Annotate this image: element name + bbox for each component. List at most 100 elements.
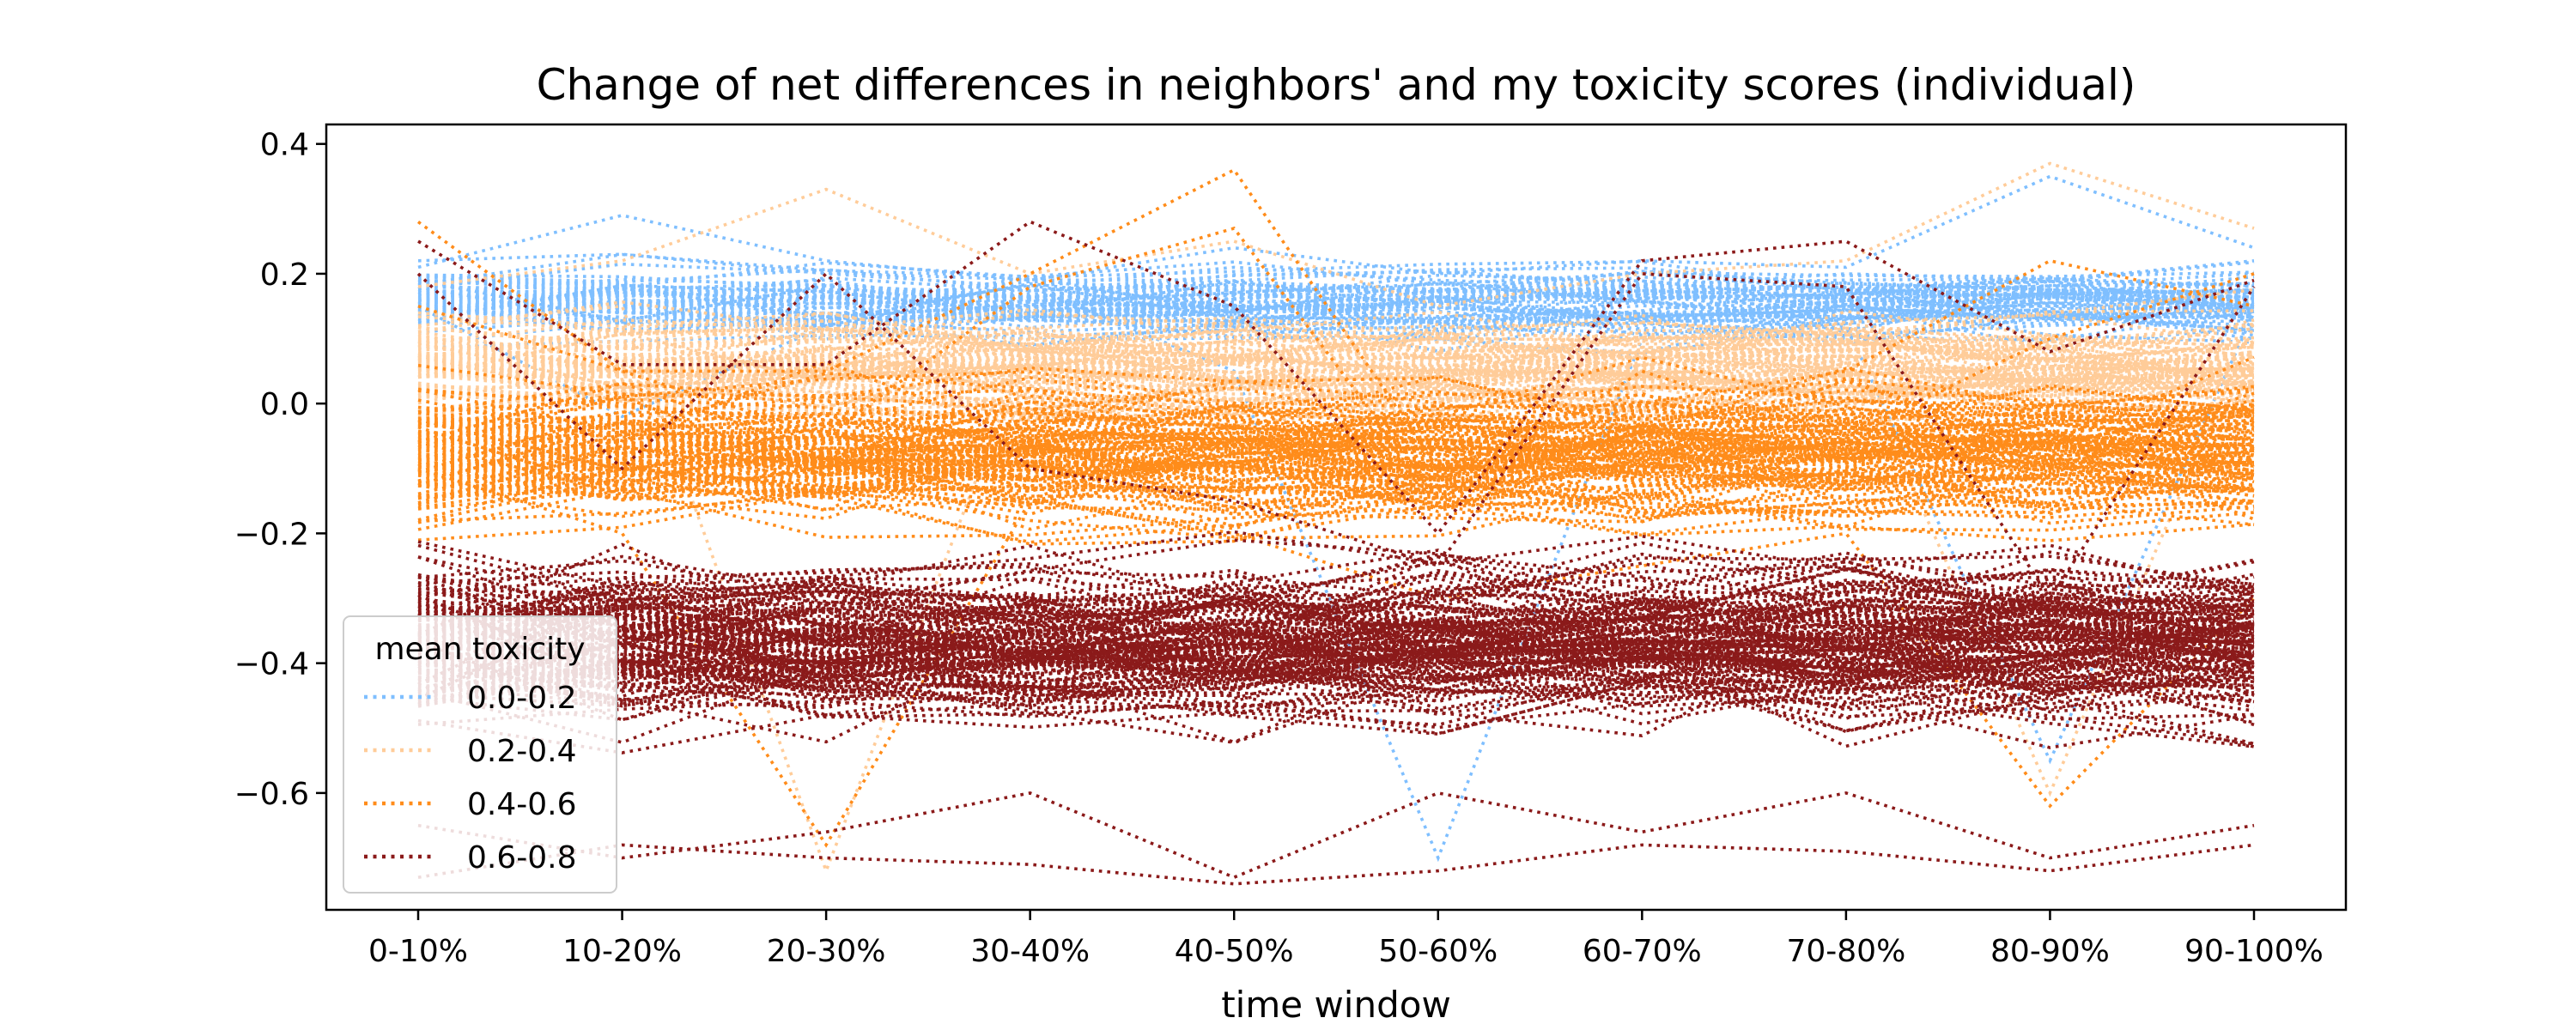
series-line-0.2-0.4 (417, 328, 2255, 385)
series-line-0.0-0.2 (417, 276, 2255, 315)
series-line-0.6-0.8 (417, 613, 2255, 697)
series-line-0.6-0.8 (417, 598, 2255, 654)
series-line-0.6-0.8 (417, 600, 2255, 688)
series-line-0.2-0.4 (417, 342, 2255, 395)
series-line-0.6-0.8 (417, 662, 2255, 702)
series-line-0.0-0.2 (417, 285, 2255, 324)
series-line-0.0-0.2 (417, 270, 2255, 314)
series-line-0.4-0.6 (417, 404, 2255, 483)
x-axis: 0-10% 10-20% 20-30% 30-40% 40-50% 50-60% 60-70… (368, 910, 2324, 969)
series-line-0.0-0.2 (417, 281, 2255, 320)
series-line-0.4-0.6 (417, 436, 2255, 482)
legend-label: 0.4-0.6 (467, 787, 577, 822)
series-line-0.4-0.6 (417, 456, 2255, 529)
series-line-0.6-0.8 (417, 574, 2255, 649)
series-line-0.4-0.6 (417, 363, 2255, 446)
legend-label: 0.6-0.8 (467, 840, 577, 876)
series-line-0.6-0.8 (417, 598, 2255, 674)
series-line-0.0-0.2 (417, 285, 2255, 337)
series-line-0.4-0.6 (417, 487, 2255, 544)
series-line-0.2-0.4 (417, 356, 2255, 399)
series-line-0.6-0.8 (417, 628, 2255, 736)
series-line-0.6-0.8 (417, 566, 2255, 642)
x-tick-label: 50-60% (1378, 934, 1498, 969)
series-line-0.4-0.6 (417, 385, 2255, 445)
series-line-0.2-0.4 (417, 329, 2255, 388)
series-line-0.6-0.8 (417, 596, 2255, 646)
legend-label: 0.2-0.4 (467, 734, 577, 769)
series-line-0.6-0.8 (417, 606, 2255, 682)
series-line-0.4-0.6 (417, 427, 2255, 469)
series-line-0.4-0.6 (417, 464, 2255, 524)
series-lines (416, 161, 2256, 886)
series-line-0.4-0.6 (417, 415, 2255, 475)
series-line-0.2-0.4 (417, 339, 2255, 388)
series-line-0.6-0.8 (417, 559, 2255, 630)
series-line-0.2-0.4 (417, 322, 2255, 360)
series-line-0.6-0.8 (417, 604, 2255, 682)
series-line-0.4-0.6 (417, 226, 2255, 504)
y-tick-label: 0.4 (260, 128, 309, 163)
x-tick-label: 40-50% (1175, 934, 1294, 969)
series-line-0.2-0.4 (417, 311, 2255, 355)
series-line-0.6-0.8 (417, 591, 2255, 700)
series-line-0.2-0.4 (417, 309, 2255, 380)
series-line-0.6-0.8 (417, 555, 2255, 637)
series-line-0.0-0.2 (417, 296, 2255, 330)
x-axis-label: time window (1221, 984, 1451, 1026)
series-line-0.6-0.8 (417, 601, 2255, 676)
series-line-0.2-0.4 (417, 322, 2255, 385)
series-line-0.6-0.8 (417, 645, 2255, 704)
series-line-0.6-0.8 (417, 615, 2255, 675)
series-line-0.6-0.8 (417, 580, 2255, 687)
series-line-0.6-0.8 (417, 618, 2255, 690)
series-line-0.4-0.6 (417, 377, 2255, 449)
series-line-0.6-0.8 (417, 601, 2255, 677)
series-line-0.4-0.6 (417, 422, 2255, 506)
series-line-0.4-0.6 (417, 445, 2255, 523)
series-line-0.6-0.8 (417, 560, 2255, 656)
series-line-0.6-0.8 (417, 560, 2255, 611)
series-line-0.4-0.6 (417, 355, 2255, 444)
series-line-0.4-0.6 (417, 400, 2255, 478)
series-line-0.6-0.8 (417, 612, 2255, 703)
series-line-0.0-0.2 (417, 277, 2255, 299)
series-line-0.6-0.8 (417, 670, 2255, 754)
series-line-0.4-0.6 (417, 422, 2255, 510)
series-line-0.4-0.6 (417, 385, 2255, 440)
series-line-0.2-0.4 (417, 161, 2255, 308)
series-line-0.4-0.6 (417, 417, 2255, 505)
series-line-0.6-0.8 (417, 589, 2255, 663)
y-tick-label: 0.0 (260, 387, 309, 422)
series-line-0.6-0.8 (417, 648, 2255, 702)
legend-title: mean toxicity (374, 632, 585, 667)
series-line-0.6-0.8 (417, 583, 2255, 693)
series-line-0.4-0.6 (417, 439, 2255, 506)
series-line-0.6-0.8 (417, 646, 2255, 734)
y-axis: 0.4 0.2 0.0 −0.2 −0.4 −0.6 (234, 128, 326, 812)
x-tick-label: 60-70% (1583, 934, 1702, 969)
series-line-0.6-0.8 (417, 653, 2255, 749)
series-line-0.6-0.8 (417, 607, 2255, 661)
series-line-0.2-0.4 (417, 327, 2255, 389)
series-line-0.0-0.2 (417, 314, 2255, 350)
series-line-0.6-0.8 (417, 640, 2255, 699)
series-line-0.6-0.8 (417, 640, 2255, 744)
series-line-0.6-0.8 (417, 591, 2255, 666)
series-line-0.4-0.6 (417, 446, 2255, 515)
series-line-0.6-0.8 (417, 658, 2255, 746)
series-line-0.6-0.8 (417, 603, 2255, 665)
series-line-0.4-0.6 (417, 470, 2255, 540)
series-line-0.4-0.6 (417, 421, 2255, 470)
series-line-0.6-0.8 (417, 645, 2255, 706)
y-tick-label: −0.6 (234, 777, 309, 812)
y-tick-label: −0.4 (234, 647, 309, 682)
series-line-0.2-0.4 (417, 340, 2255, 391)
x-tick-label: 80-90% (1990, 934, 2110, 969)
series-line-0.6-0.8 (417, 607, 2255, 683)
series-line-0.0-0.2 (417, 281, 2255, 334)
series-line-0.0-0.2 (417, 300, 2255, 318)
series-line-0.4-0.6 (417, 410, 2255, 498)
series-line-0.2-0.4 (417, 361, 2255, 416)
chart-title: Change of net differences in neighbors' … (537, 60, 2136, 110)
